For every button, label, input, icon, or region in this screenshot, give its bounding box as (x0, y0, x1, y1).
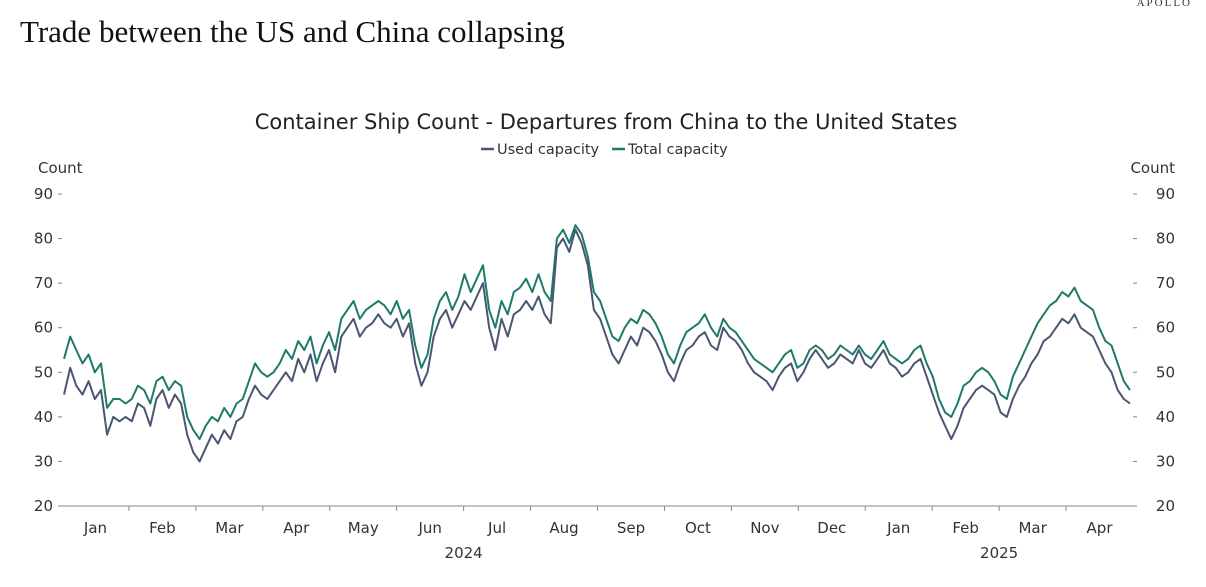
x-tick-label: May (348, 519, 379, 537)
x-tick-label: Jun (417, 519, 441, 537)
legend-label-total: Total capacity (627, 142, 728, 158)
series-line-total-capacity (63, 224, 1131, 441)
y-tick-label-left: 90 (34, 185, 53, 203)
x-tick-label: Jul (487, 519, 506, 537)
legend-label-used: Used capacity (497, 142, 600, 158)
year-labels: 2024 2025 (445, 544, 1019, 562)
y-tick-label-left: 30 (34, 452, 53, 470)
year-label: 2025 (980, 544, 1018, 562)
x-tick-label: Aug (549, 519, 578, 537)
page-headline: Trade between the US and China collapsin… (20, 14, 565, 49)
y-tick-label-right: 20 (1156, 497, 1175, 515)
y-tick-label-right: 50 (1156, 363, 1175, 381)
y-tick-label-right: 60 (1156, 319, 1175, 337)
x-tick-label: Apr (283, 519, 310, 537)
y-tick-label-right: 30 (1156, 452, 1175, 470)
y-tick-label-left: 80 (34, 230, 53, 248)
x-tick-label: Jan (886, 519, 910, 537)
y-tick-label-left: 60 (34, 319, 53, 337)
y-tick-label-left: 50 (34, 363, 53, 381)
series-line-used-capacity (63, 228, 1131, 463)
y-ticks-right: 20 30 40 50 60 70 80 90 (1133, 185, 1175, 515)
x-tick-label: Feb (149, 519, 176, 537)
y-axis-label-right: Count (1130, 159, 1175, 177)
x-tick-label: Feb (952, 519, 979, 537)
y-tick-label-right: 40 (1156, 408, 1175, 426)
x-tick-label: Mar (215, 519, 244, 537)
y-tick-label-left: 20 (34, 497, 53, 515)
x-ticks: Jan Feb Mar Apr May Jun Jul Aug Sep Oct Nov Dec Jan F… (83, 506, 1113, 537)
x-tick-label: Dec (817, 519, 846, 537)
y-tick-label-right: 90 (1156, 185, 1175, 203)
y-tick-label-left: 70 (34, 274, 53, 292)
x-tick-label: Mar (1018, 519, 1047, 537)
year-label: 2024 (445, 544, 483, 562)
x-tick-label: Jan (83, 519, 107, 537)
y-tick-label-left: 40 (34, 408, 53, 426)
y-axis-label-left: Count (38, 159, 83, 177)
y-ticks-left: 20 30 40 50 60 70 80 90 (34, 185, 62, 515)
x-tick-label: Sep (617, 519, 645, 537)
brand-logo: APOLLO (1136, 0, 1192, 9)
y-tick-label-right: 80 (1156, 230, 1175, 248)
legend: Used capacity Total capacity (481, 142, 728, 158)
y-tick-label-right: 70 (1156, 274, 1175, 292)
chart-title: Container Ship Count - Departures from C… (255, 110, 958, 134)
x-tick-label: Apr (1087, 519, 1114, 537)
x-tick-label: Oct (685, 519, 711, 537)
x-tick-label: Nov (750, 519, 779, 537)
